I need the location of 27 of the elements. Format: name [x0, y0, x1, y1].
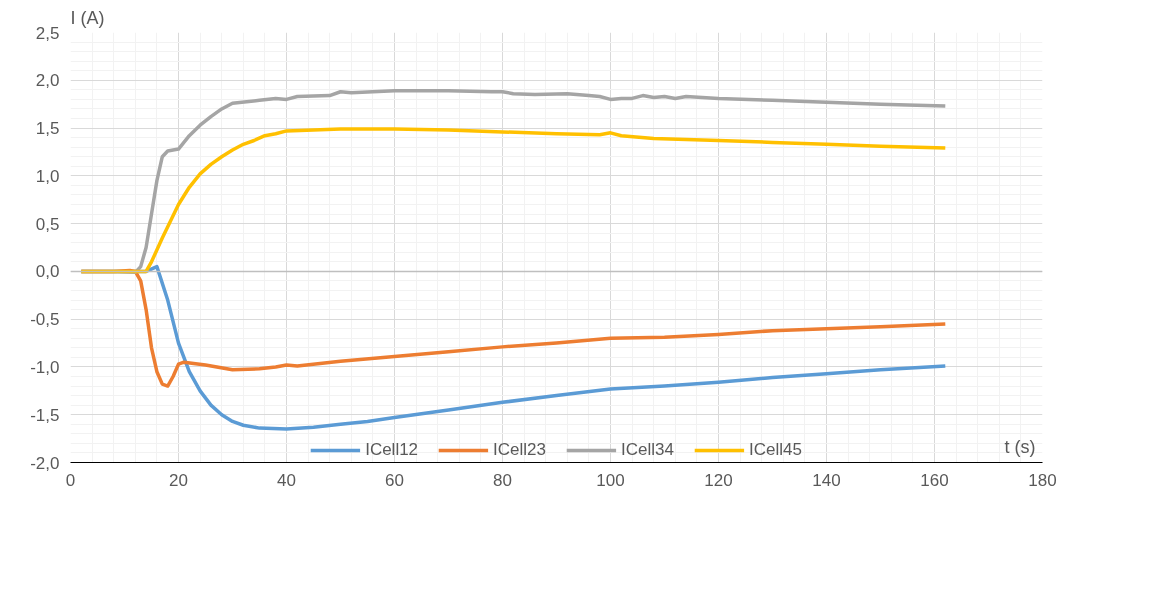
y-tick-label: 2,5	[35, 23, 60, 43]
x-tick-label: 0	[65, 470, 76, 490]
y-tick-label: -0,5	[30, 310, 60, 330]
y-tick-label: 0,5	[35, 214, 60, 234]
legend-label: ICell23	[493, 440, 546, 460]
x-tick-label: 120	[704, 470, 733, 490]
x-tick-label: 60	[385, 470, 404, 490]
x-tick-label: 180	[1028, 470, 1057, 490]
y-tick-label: 1,5	[35, 119, 60, 139]
y-tick-label: -1,5	[30, 405, 60, 425]
line-series	[79, 127, 948, 274]
x-tick-label: 140	[812, 470, 841, 490]
y-tick-label: -1,0	[30, 357, 60, 377]
legend-label: ICell45	[748, 440, 802, 460]
legend-label: ICell34	[621, 440, 674, 460]
legend-label: ICell12	[365, 440, 419, 460]
y-tick-label: 2,0	[35, 71, 60, 91]
x-tick-label: 80	[493, 470, 512, 490]
x-tick-label: 100	[596, 470, 625, 490]
y-axis-title: I (A)	[70, 7, 105, 28]
y-tick-label: 1,0	[35, 166, 60, 186]
x-tick-label: 160	[920, 470, 949, 490]
x-axis-title: t (s)	[1004, 436, 1036, 457]
x-tick-label: 20	[169, 470, 188, 490]
y-tick-label: -2,0	[30, 453, 60, 473]
x-tick-label: 40	[277, 470, 296, 490]
y-tick-label: 0,0	[35, 262, 60, 282]
